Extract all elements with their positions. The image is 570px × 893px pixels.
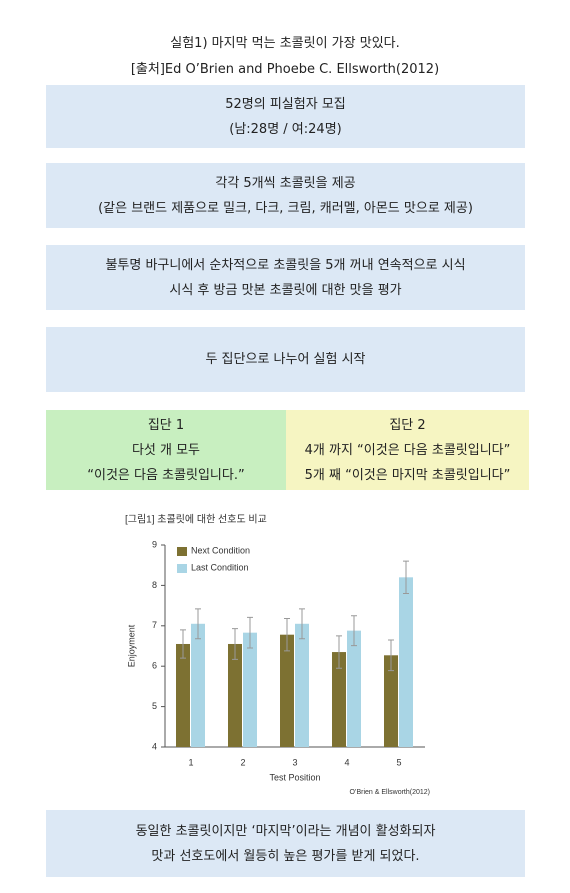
bar [176,643,190,747]
chart-caption: [그림1] 초콜릿에 대한 선호도 비교 [125,514,267,526]
bar [384,655,398,747]
y-axis-label: Enjoyment [126,624,136,667]
x-tick-label: 3 [292,757,297,767]
step-box: 두 집단으로 나누어 실험 시작 [46,327,525,392]
text: 두 집단으로 나누어 실험 시작 [205,352,366,367]
x-tick-label: 1 [188,757,193,767]
chart-source: O’Brien & Ellsworth(2012) [349,789,430,796]
text: 불투명 바구니에서 순차적으로 초콜릿을 5개 꺼내 연속적으로 시식 [105,257,466,273]
text: 집단 1 [147,417,185,433]
text: 동일한 초콜릿이지만 ‘마지막’이라는 개념이 활성화되자 [135,823,436,839]
bar [347,630,361,747]
error-bar [403,560,409,594]
step-box: 각각 5개씩 초콜릿을 제공 (같은 브랜드 제품으로 밀크, 다크, 크림, … [46,163,525,228]
x-tick-label: 4 [344,757,349,767]
text: 시식 후 방금 맛본 초콜릿에 대한 맛을 평가 [169,282,402,298]
bar [332,652,346,747]
bar [228,643,242,747]
legend-label: Next Condition [191,545,250,555]
bar [280,634,294,747]
step-box: 불투명 바구니에서 순차적으로 초콜릿을 5개 꺼내 연속적으로 시식 시식 후… [46,245,525,310]
title: 실험1) 마지막 먹는 초콜릿이 가장 맛있다. [170,36,400,51]
text: 집단 2 [389,417,426,433]
error-bar [247,616,253,649]
y-tick-label: 7 [152,620,157,630]
error-bar [180,629,186,659]
text: (남:28명 / 여:24명) [229,121,342,137]
x-tick-label: 2 [240,757,245,767]
conclusion-box: 동일한 초콜릿이지만 ‘마지막’이라는 개념이 활성화되자 맛과 선호도에서 월… [46,810,525,877]
bar [295,623,309,747]
text: 5개 째 “이것은 마지막 초콜릿입니다” [304,467,511,483]
error-bar [299,608,305,640]
y-tick-label: 4 [152,741,157,751]
text: 맛과 선호도에서 월등히 높은 평가를 받게 되었다. [151,848,420,864]
error-bar [284,618,290,652]
legend-swatch [177,564,187,573]
chart: [그림1] 초콜릿에 대한 선호도 비교 4 5 6 7 8 9 Enjoyment Test… [125,514,430,796]
group-box: 집단 1 다섯 개 모두 “이것은 다음 초콜릿입니다.” [46,410,286,490]
x-tick-label: 5 [396,757,401,767]
error-bar [336,635,342,669]
text: (같은 브랜드 제품으로 밀크, 다크, 크림, 캐러멜, 아몬드 맛으로 제공… [98,200,473,216]
bar [243,632,257,747]
text: 4개 까지 “이것은 다음 초콜릿입니다” [304,442,511,458]
y-tick-label: 8 [152,580,157,590]
error-bar [388,639,394,672]
legend-swatch [177,547,187,556]
group-box: 집단 2 4개 까지 “이것은 다음 초콜릿입니다” 5개 째 “이것은 마지막… [286,410,529,490]
text: 다섯 개 모두 [131,442,201,458]
error-bar [232,628,238,660]
y-tick-label: 6 [152,661,157,671]
y-tick-label: 5 [152,701,157,711]
y-tick-label: 9 [152,539,157,549]
text: 52명의 피실험자 모집 [225,96,346,112]
text: 각각 5개씩 초콜릿을 제공 [215,175,356,191]
x-axis-label: Test Position [269,772,320,782]
error-bar [351,615,357,647]
step-box: 52명의 피실험자 모집 (남:28명 / 여:24명) [46,85,525,148]
bar [399,577,413,747]
text: “이것은 다음 초콜릿입니다.” [87,467,245,483]
bar [191,623,205,747]
legend-label: Last Condition [191,562,249,572]
source: [출처]Ed O’Brien and Phoebe C. Ellsworth(2… [130,62,440,77]
error-bar [195,608,201,640]
